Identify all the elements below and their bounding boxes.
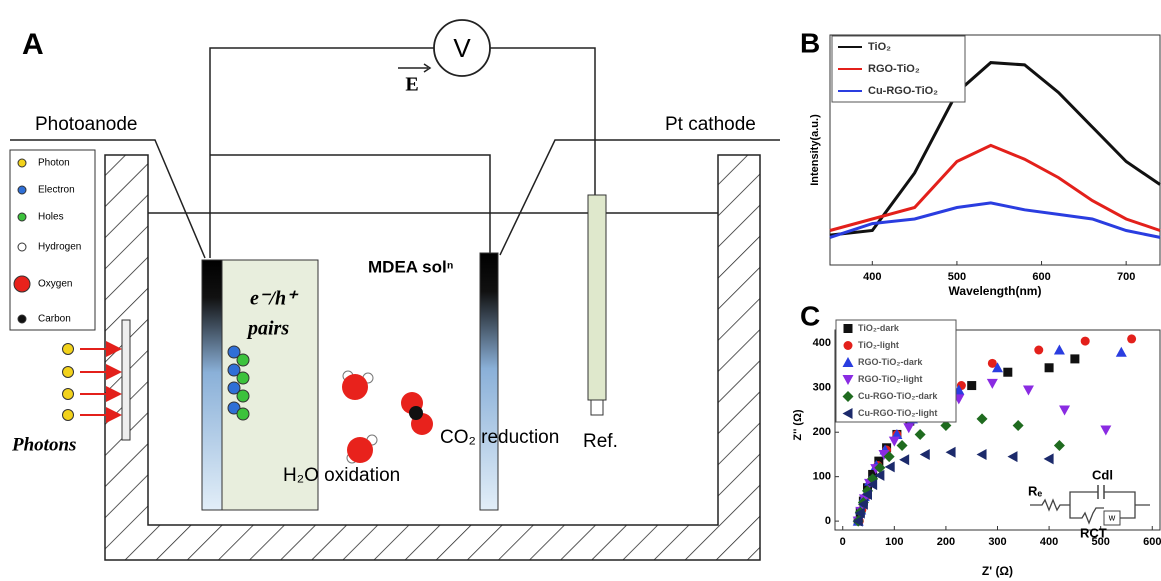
y-tick-label: 100: [813, 471, 831, 483]
solution-label: MDEA solⁿ: [368, 257, 453, 276]
reduction-label: CO₂ reduction: [440, 427, 559, 448]
wire: [210, 48, 434, 258]
legend-swatch: [18, 243, 26, 251]
panel-label: B: [800, 27, 820, 58]
legend-label: RGO-TiO₂: [868, 63, 920, 75]
window: [122, 320, 130, 440]
legend-label: Carbon: [38, 314, 71, 325]
legend-label: TiO₂-dark: [858, 323, 900, 333]
photoanode: [202, 260, 222, 510]
wire: [490, 48, 595, 195]
legend-label: TiO₂-light: [858, 340, 899, 350]
legend-label: Hydrogen: [38, 242, 81, 253]
point: [1070, 354, 1079, 363]
y-tick-label: 400: [813, 337, 831, 349]
photon: [63, 367, 74, 378]
legend-label: TiO₂: [868, 41, 891, 53]
point: [1081, 337, 1090, 346]
pairs-label: pairs: [246, 318, 289, 340]
panel-label: A: [22, 28, 44, 61]
pairs-label: e⁻/h⁺: [250, 288, 299, 310]
point: [967, 381, 976, 390]
x-axis-label: Z' (Ω): [982, 564, 1013, 578]
x-tick-label: 500: [948, 271, 966, 283]
circuit-label: Rₑ: [1028, 483, 1042, 498]
y-tick-label: 200: [813, 426, 831, 438]
circuit-label: RCT: [1080, 525, 1107, 540]
x-tick-label: 300: [988, 536, 1006, 548]
reference-tip: [591, 400, 603, 415]
point: [1003, 368, 1012, 377]
legend-label: Photon: [38, 158, 70, 169]
x-tick-label: 0: [840, 536, 846, 548]
legend-swatch: [18, 315, 26, 323]
point: [1034, 346, 1043, 355]
legend-box: [836, 320, 956, 422]
figure: A V E Photoanode Pt cathode Photon Electr…: [0, 0, 1161, 581]
point: [1127, 334, 1136, 343]
y-axis-label: Intensity(a.u.): [809, 114, 821, 186]
legend-swatch: [18, 186, 26, 194]
panel-a: A V E Photoanode Pt cathode Photon Electr…: [10, 20, 780, 560]
legend-label: Oxygen: [38, 279, 72, 290]
legend-swatch: [844, 324, 853, 333]
x-tick-label: 700: [1117, 271, 1135, 283]
legend-label: RGO-TiO₂-light: [858, 374, 922, 384]
chart: C01002003004005006000100200300400Z' (Ω)Z…: [792, 300, 1161, 578]
y-tick-label: 0: [825, 515, 831, 527]
legend-swatch: [18, 159, 26, 167]
photon: [63, 410, 74, 421]
circuit-label: w: [1108, 512, 1116, 522]
molecules: [342, 371, 433, 463]
cathode-label: Pt cathode: [665, 114, 756, 135]
cathode: [480, 253, 498, 510]
field-label: E: [405, 74, 418, 96]
legend-box: [10, 150, 95, 330]
x-tick-label: 200: [937, 536, 955, 548]
reference-label: Ref.: [583, 431, 618, 452]
legend-label: Cu-RGO-TiO₂: [868, 85, 938, 97]
legend-label: Electron: [38, 185, 75, 196]
circuit-label: Cdl: [1092, 467, 1113, 482]
point: [1045, 363, 1054, 372]
photoanode-label: Photoanode: [35, 114, 138, 135]
x-axis-label: Wavelength(nm): [949, 284, 1042, 298]
panel-label: C: [800, 300, 820, 331]
legend-label: Cu-RGO-TiO₂-dark: [858, 391, 938, 401]
voltmeter-label: V: [453, 33, 471, 63]
legend-label: Cu-RGO-TiO₂-light: [858, 408, 937, 418]
x-tick-label: 100: [885, 536, 903, 548]
legend-swatch: [18, 213, 26, 221]
photons-label: Photons: [11, 434, 76, 455]
legend-label: RGO-TiO₂-dark: [858, 357, 923, 367]
chart: B 400 500 600 700 Wavelength(nm) Intensity(a.u…: [800, 27, 1160, 298]
oxidation-label: H₂O oxidation: [283, 465, 400, 486]
reference-electrode: [588, 195, 606, 400]
y-axis-label: Z'' (Ω): [792, 409, 804, 440]
legend-swatch: [844, 341, 853, 350]
x-tick-label: 400: [863, 271, 881, 283]
legend-swatch: [14, 276, 30, 292]
wire: [210, 155, 490, 253]
photon: [63, 344, 74, 355]
y-tick-label: 300: [813, 382, 831, 394]
x-tick-label: 400: [1040, 536, 1058, 548]
x-tick-label: 600: [1032, 271, 1050, 283]
photon: [63, 389, 74, 400]
legend-label: Holes: [38, 212, 64, 223]
x-tick-label: 600: [1143, 536, 1161, 548]
